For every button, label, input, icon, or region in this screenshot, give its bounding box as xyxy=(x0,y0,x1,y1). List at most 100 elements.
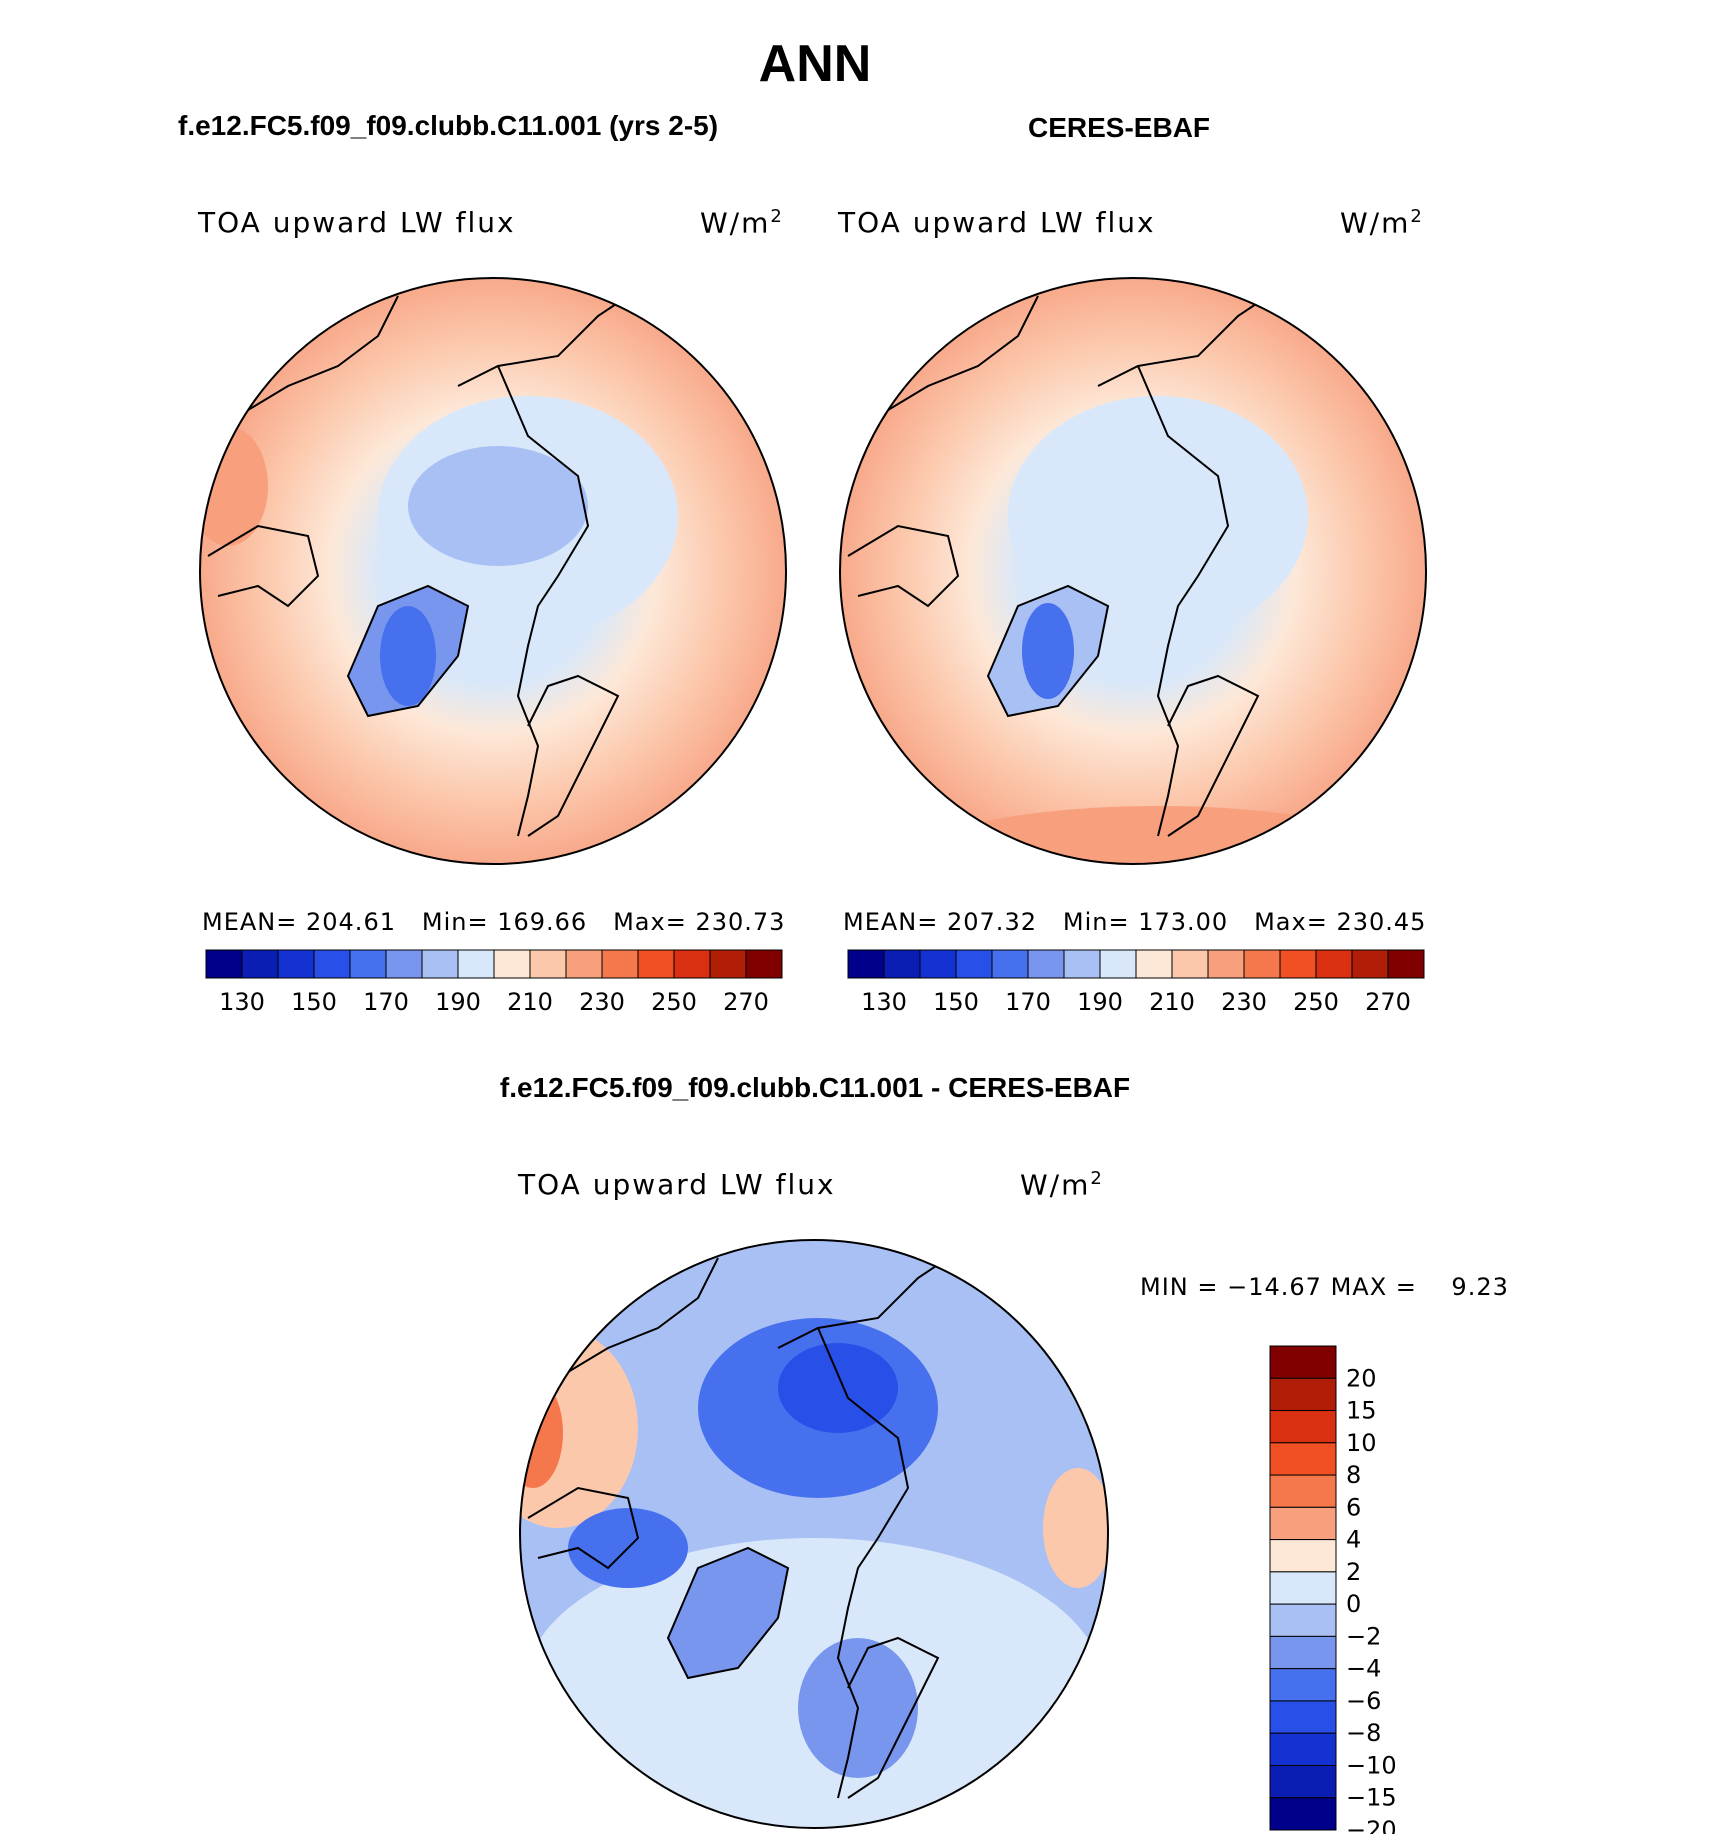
model-colorbar-swatch xyxy=(529,949,567,979)
diff-colorbar-tick-label: −8 xyxy=(1346,1719,1381,1747)
obs-colorbar-swatch xyxy=(955,949,993,979)
diff-colorbar-swatch xyxy=(1269,1571,1337,1605)
diff-coastline-europe xyxy=(847,1636,940,1799)
model-colorbar-swatch xyxy=(637,949,675,979)
diff-coastline-greenland xyxy=(666,1546,790,1680)
obs-colorbar-swatch xyxy=(1387,949,1425,979)
obs-variable-label: TOA upward LW flux xyxy=(838,206,1156,239)
obs-arctic-low-region xyxy=(1008,396,1308,636)
model-coastline-asia xyxy=(457,295,629,837)
diff-polar-map xyxy=(519,1239,1109,1829)
model-colorbar-swatch xyxy=(421,949,459,979)
obs-colorbar-swatch xyxy=(1243,949,1281,979)
model-arctic-core xyxy=(408,446,588,566)
model-colorbar-tick-label: 270 xyxy=(723,988,769,1016)
model-colorbar-tick-label: 250 xyxy=(651,988,697,1016)
diff-colorbar-swatch xyxy=(1269,1732,1337,1766)
diff-greenland-region xyxy=(668,1548,788,1678)
model-stats-line: MEAN= 204.61 Min= 169.66 Max= 230.73 xyxy=(202,908,786,936)
obs-colorbar-swatch xyxy=(919,949,957,979)
model-colorbar-swatch xyxy=(385,949,423,979)
diff-colorbar-swatch xyxy=(1269,1442,1337,1476)
obs-coastline-america xyxy=(847,295,1039,608)
diff-colorbar-tick-label: −4 xyxy=(1346,1655,1381,1683)
model-colorbar-swatch xyxy=(745,949,783,979)
diff-colorbar-swatch xyxy=(1269,1474,1337,1508)
obs-colorbar: 130 150 170 190 210 230 250 270 xyxy=(847,949,1425,1016)
diff-colorbar-tick-label: −6 xyxy=(1346,1687,1381,1715)
obs-colorbar-tick-label: 130 xyxy=(861,988,907,1016)
diff-colorbar-swatch xyxy=(1269,1539,1337,1573)
obs-colorbar-tick-label: 190 xyxy=(1077,988,1123,1016)
diff-colorbar-tick-label: 8 xyxy=(1346,1461,1361,1489)
diff-colorbar-tick-label: −15 xyxy=(1346,1784,1397,1812)
model-colorbar-tick-label: 130 xyxy=(219,988,265,1016)
model-colorbar-tick-label: 190 xyxy=(435,988,481,1016)
obs-colorbar-tick-label: 170 xyxy=(1005,988,1051,1016)
model-case-title: f.e12.FC5.f09_f09.clubb.C11.001 (yrs 2-5… xyxy=(178,110,719,141)
diff-colorbar-swatch xyxy=(1269,1506,1337,1541)
diff-colorbar-tick-label: 15 xyxy=(1346,1397,1377,1425)
model-coastline-europe xyxy=(527,674,620,837)
diff-colorbar-tick-label: −2 xyxy=(1346,1622,1381,1650)
obs-colorbar-tick-label: 230 xyxy=(1221,988,1267,1016)
obs-colorbar-swatch xyxy=(1279,949,1317,979)
obs-map-border xyxy=(839,277,1427,865)
model-colorbar-tick-label: 150 xyxy=(291,988,337,1016)
obs-units-label: W/m2 xyxy=(1340,206,1424,240)
diff-colorbar-tick-label: −20 xyxy=(1346,1816,1397,1834)
obs-colorbar-swatch xyxy=(1315,949,1353,979)
obs-colorbar-swatch xyxy=(1063,949,1101,979)
diff-colorbar-swatch xyxy=(1269,1603,1337,1637)
obs-case-title: CERES-EBAF xyxy=(1028,112,1211,143)
obs-colorbar-swatch xyxy=(847,949,885,979)
page-title: ANN xyxy=(758,35,872,93)
model-polar-map xyxy=(199,277,787,865)
model-colorbar-swatch xyxy=(601,949,639,979)
obs-colorbar-tick-label: 250 xyxy=(1293,988,1339,1016)
obs-colorbar-swatch xyxy=(1351,949,1389,979)
model-colorbar: 130 150 170 190 210 230 250 270 xyxy=(205,949,783,1016)
diff-colorbar-tick-label: 4 xyxy=(1346,1526,1361,1554)
diff-colorbar-tick-label: 0 xyxy=(1346,1590,1361,1618)
diff-map-border xyxy=(519,1239,1109,1829)
diff-colorbar-swatch xyxy=(1269,1797,1337,1831)
model-colorbar-swatch xyxy=(673,949,711,979)
obs-coastline-europe xyxy=(1167,674,1260,837)
model-colorbar-swatch xyxy=(493,949,531,979)
diff-colorbar-swatch xyxy=(1269,1700,1337,1734)
model-colorbar-swatch xyxy=(709,949,747,979)
obs-coastline-greenland xyxy=(986,584,1110,718)
diff-colorbar-tick-label: −10 xyxy=(1346,1751,1397,1779)
diff-colorbar-tick-label: 10 xyxy=(1346,1429,1377,1457)
model-colorbar-swatch xyxy=(241,949,279,979)
diff-colorbar-swatch xyxy=(1269,1410,1337,1444)
diff-coastline-america xyxy=(527,1257,719,1570)
model-variable-label: TOA upward LW flux xyxy=(198,206,516,239)
obs-greenland-core xyxy=(1022,603,1074,699)
model-map-border xyxy=(199,277,787,865)
diff-colorbar-swatch xyxy=(1269,1345,1337,1379)
diff-colorbar-tick-label: 6 xyxy=(1346,1493,1361,1521)
model-colorbar-tick-label: 230 xyxy=(579,988,625,1016)
model-coastline-greenland xyxy=(346,584,470,718)
obs-colorbar-swatch xyxy=(1135,949,1173,979)
obs-colorbar-swatch xyxy=(1171,949,1209,979)
obs-colorbar-swatch xyxy=(883,949,921,979)
model-colorbar-swatch xyxy=(313,949,351,979)
obs-colorbar-tick-label: 270 xyxy=(1365,988,1411,1016)
diff-colorbar-swatch xyxy=(1269,1635,1337,1670)
model-colorbar-swatch xyxy=(205,949,243,979)
diff-variable-label: TOA upward LW flux xyxy=(518,1168,836,1201)
model-units-label: W/m2 xyxy=(700,206,784,240)
diff-units-label: W/m2 xyxy=(1020,1168,1104,1202)
model-colorbar-swatch xyxy=(457,949,495,979)
obs-polar-map xyxy=(839,277,1427,865)
diff-colorbar-swatch xyxy=(1269,1377,1337,1412)
diff-colorbar-swatch xyxy=(1269,1764,1337,1799)
model-greenland-core xyxy=(380,606,436,706)
obs-colorbar-tick-label: 150 xyxy=(933,988,979,1016)
diff-negative-inner xyxy=(778,1343,898,1433)
model-coastline-america xyxy=(207,295,399,608)
